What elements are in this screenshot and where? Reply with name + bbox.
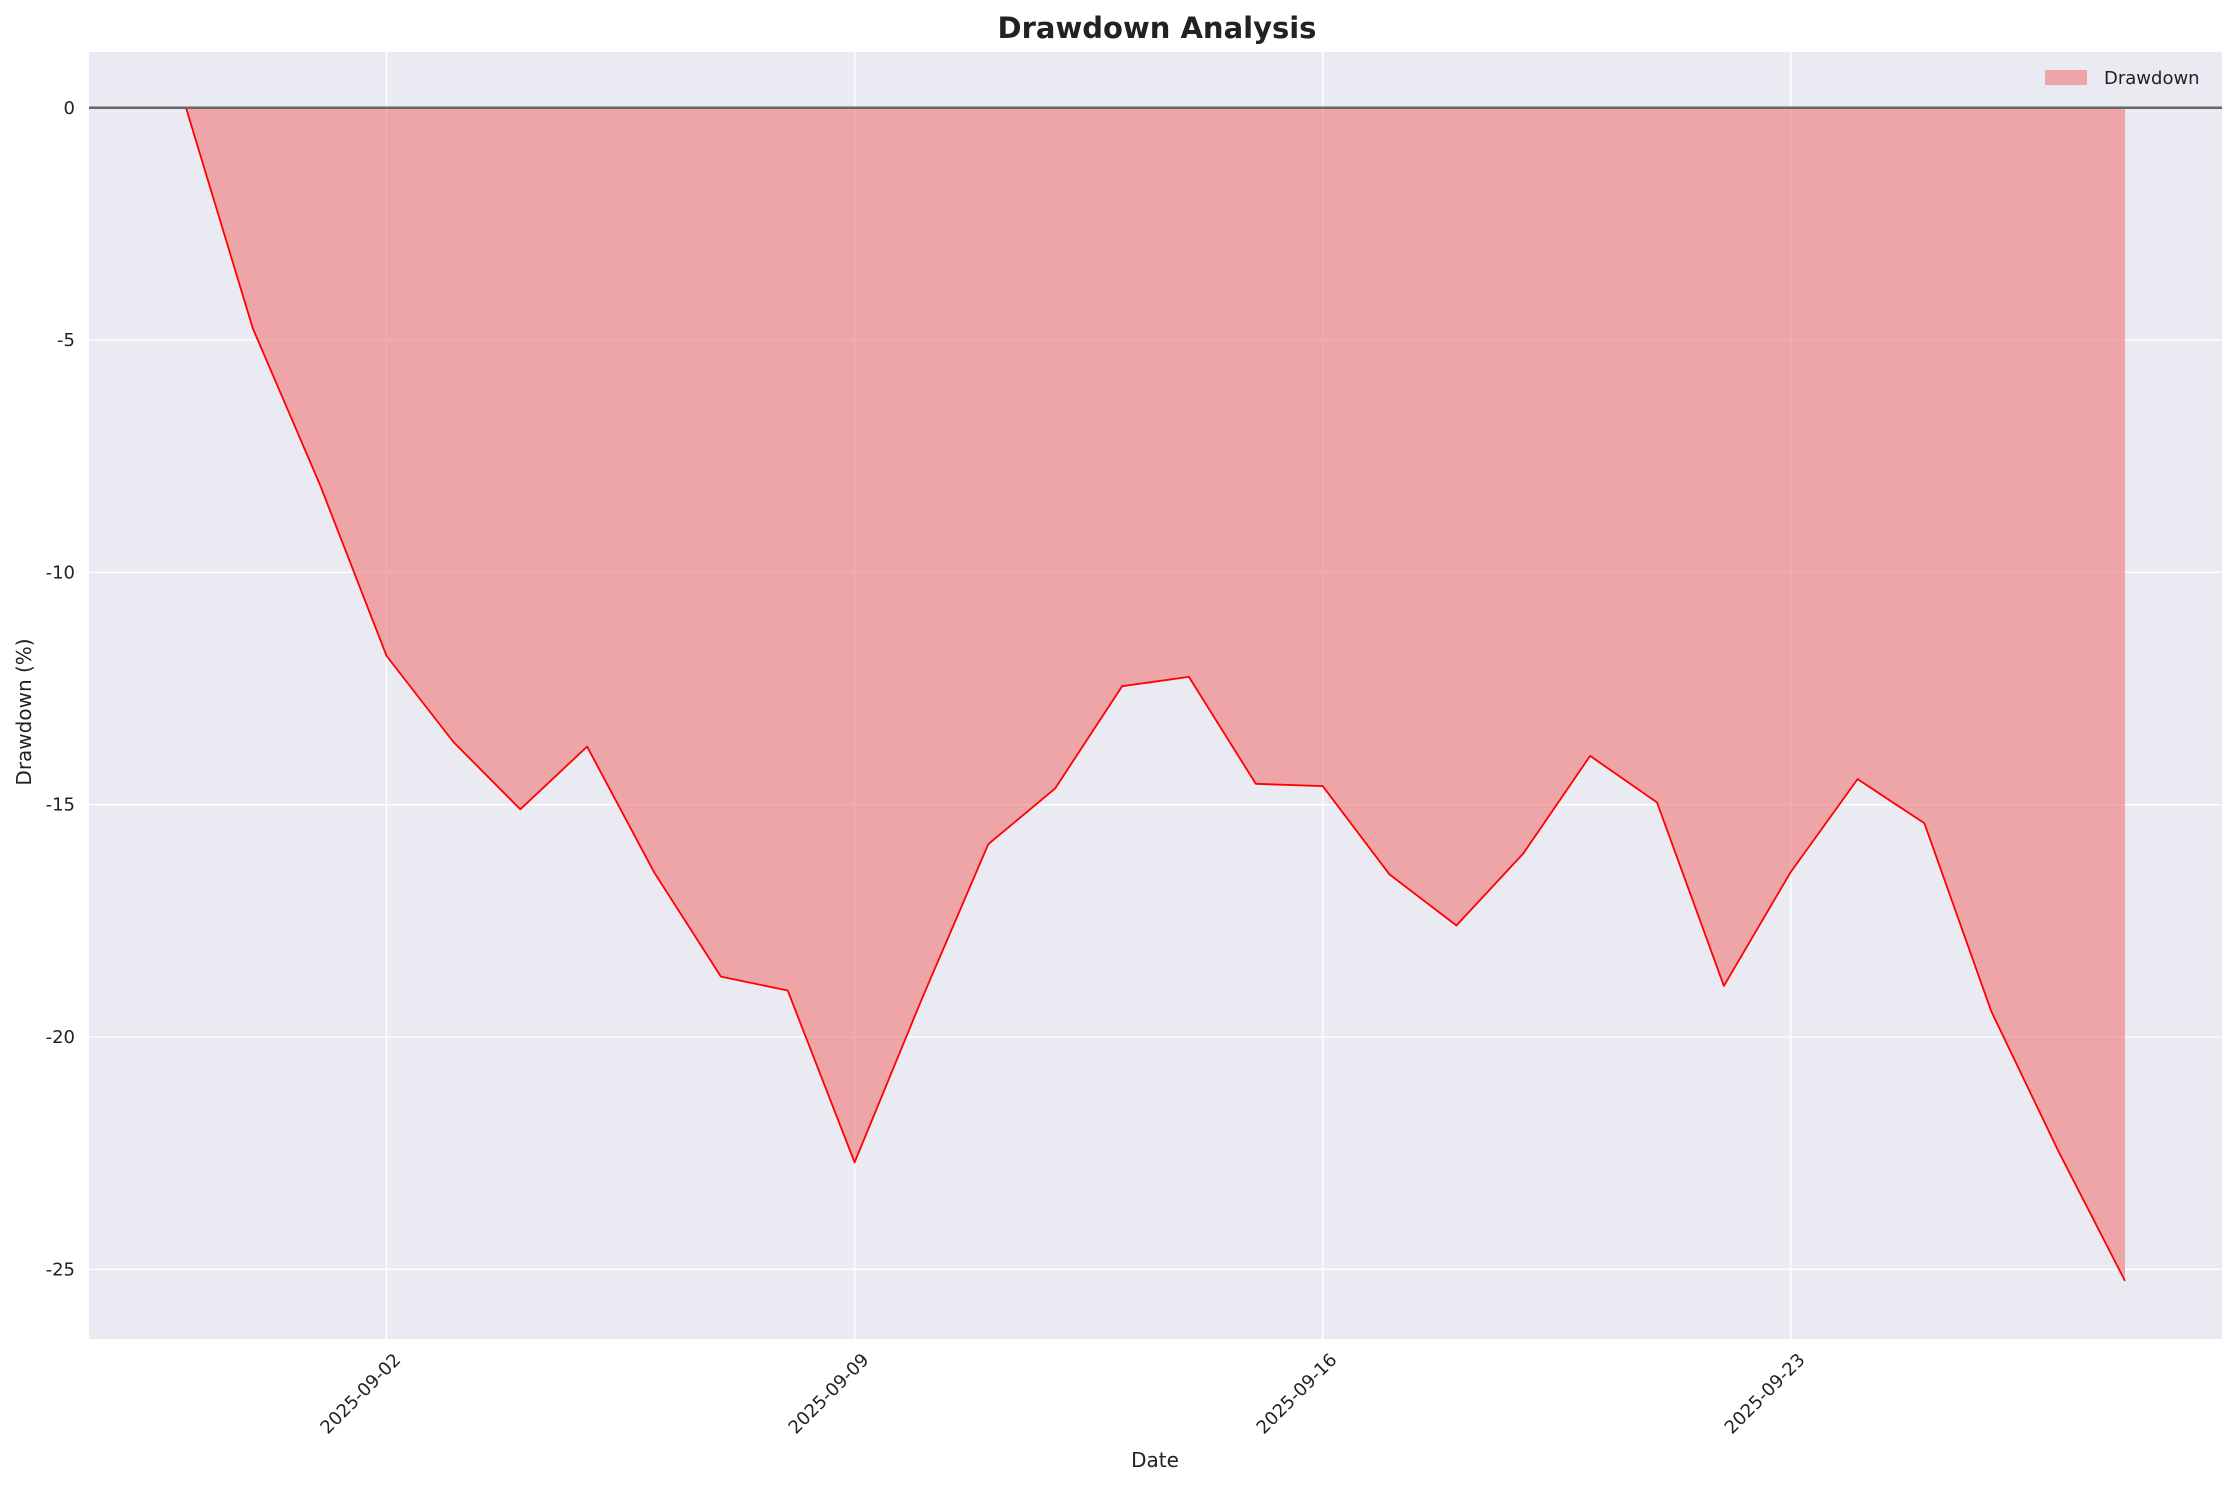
legend-swatch-drawdown [2045,70,2087,85]
drawdown-area [186,107,2125,1281]
legend: Drawdown [2045,68,2200,89]
y-tick-label-5: -25 [46,1259,75,1280]
x-tick-label-3: 2025-09-23 [1721,1350,1810,1439]
x-axis-ticks: 2025-09-02 2025-09-09 2025-09-16 2025-09-23 [316,1350,1809,1439]
x-tick-label-2: 2025-09-16 [1253,1350,1342,1439]
x-tick-label-0: 2025-09-02 [316,1350,405,1439]
x-axis-label: Date [1131,1448,1179,1472]
y-tick-label-2: -10 [46,562,75,583]
drawdown-line [185,107,2126,1282]
y-tick-label-4: -20 [46,1027,75,1048]
legend-label-drawdown: Drawdown [2104,68,2200,89]
y-tick-label-0: 0 [64,98,75,119]
y-tick-label-3: -15 [46,795,75,816]
y-axis-ticks: 0 -5 -10 -15 -20 -25 [46,98,75,1281]
y-axis-label: Drawdown (%) [12,638,36,785]
chart-title: Drawdown Analysis [998,11,1317,45]
x-tick-label-1: 2025-09-09 [785,1350,874,1439]
y-tick-label-1: -5 [57,330,75,351]
